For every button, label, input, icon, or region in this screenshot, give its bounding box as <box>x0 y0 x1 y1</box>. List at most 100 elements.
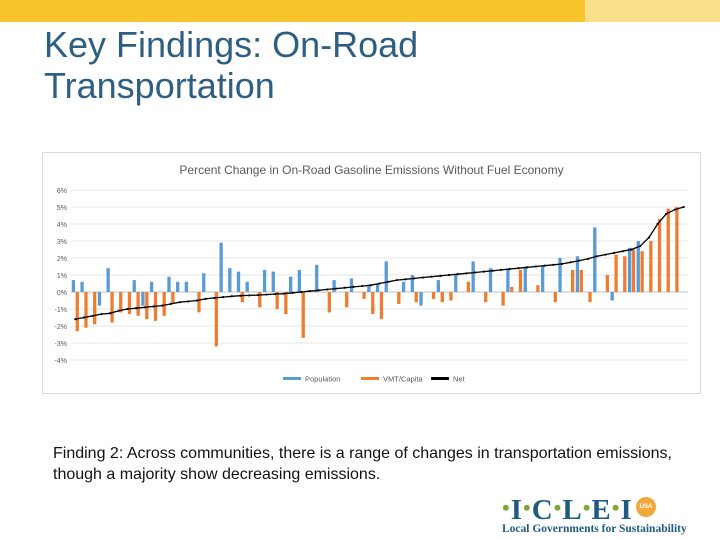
population-bar <box>271 271 275 292</box>
header-bar-accent <box>585 0 720 22</box>
net-point <box>378 282 381 285</box>
net-point <box>221 296 225 299</box>
population-bar <box>332 280 336 292</box>
y-tick-label: 5% <box>57 205 67 212</box>
net-point <box>465 272 468 275</box>
y-tick-label: -4% <box>55 358 67 365</box>
net-point <box>369 284 372 287</box>
net-point <box>152 305 155 308</box>
net-point <box>256 293 259 297</box>
population-bar <box>97 292 102 306</box>
net-point <box>526 266 529 269</box>
chart-container: Percent Change in On-Road Gasoline Emiss… <box>42 152 701 394</box>
vmt-capita-bar <box>675 207 679 292</box>
net-point <box>204 297 207 300</box>
net-point <box>74 318 77 321</box>
population-bar <box>184 281 189 292</box>
population-bar <box>219 242 223 292</box>
vmt-capita-bar <box>127 292 132 315</box>
vmt-capita-bar <box>501 292 505 306</box>
population-bar <box>106 268 110 292</box>
net-point <box>82 316 86 319</box>
population-bar <box>419 292 423 306</box>
y-tick-label: 1% <box>57 273 67 280</box>
vmt-capita-bar <box>110 292 114 323</box>
net-point <box>682 205 685 209</box>
net-point <box>586 257 590 260</box>
logo-letter: I <box>620 494 633 526</box>
logo-letter: E <box>591 494 612 526</box>
vmt-capita-bar <box>240 292 245 303</box>
y-tick-label: 6% <box>57 188 67 195</box>
vmt-capita-bar <box>623 256 627 292</box>
vmt-capita-bar <box>171 292 175 304</box>
population-bar <box>288 276 293 292</box>
net-point <box>439 274 442 277</box>
y-tick-label: -1% <box>55 307 67 314</box>
net-point <box>169 302 173 305</box>
vmt-capita-bar <box>345 292 349 308</box>
population-bar <box>488 268 493 292</box>
net-point <box>387 280 390 283</box>
net-point <box>560 262 564 266</box>
vmt-capita-bar <box>84 292 88 328</box>
legend-population-swatch <box>283 377 301 380</box>
vmt-capita-bar <box>570 269 575 292</box>
net-point <box>265 293 268 296</box>
net-point <box>195 299 199 302</box>
net-point <box>456 273 459 276</box>
net-point <box>343 286 346 289</box>
vmt-capita-bar <box>136 292 140 316</box>
net-point <box>673 208 677 211</box>
logo-letter: C <box>531 494 554 526</box>
population-bar <box>593 227 597 292</box>
vmt-capita-bar <box>536 285 540 292</box>
legend-label: Net <box>453 375 466 384</box>
vmt-capita-bar <box>93 292 97 325</box>
iclei-logo: •I•C•L•E•I USA Local Governments for Sus… <box>500 492 714 538</box>
logo-wordmark: •I•C•L•E•I <box>502 494 633 526</box>
y-tick-label: 0% <box>57 290 67 297</box>
vmt-capita-bar <box>466 281 471 292</box>
net-point <box>604 253 607 256</box>
net-point <box>334 287 338 290</box>
vmt-capita-bar <box>631 249 636 292</box>
net-point <box>395 279 398 282</box>
population-bar <box>575 256 580 292</box>
net-point <box>630 248 633 251</box>
vmt-capita-bar <box>284 292 288 315</box>
net-point <box>534 265 538 268</box>
population-bar <box>401 281 406 292</box>
net-point <box>500 268 503 271</box>
population-bar <box>132 280 136 292</box>
net-point <box>100 313 103 316</box>
legend-label: VMT/Capita <box>383 375 423 384</box>
vmt-capita-bar <box>145 292 149 320</box>
population-bar <box>202 273 206 292</box>
net-point <box>508 267 511 271</box>
net-point <box>109 312 112 315</box>
population-bar <box>167 276 171 292</box>
population-bar <box>636 241 640 292</box>
y-tick-label: 3% <box>57 239 67 246</box>
net-point <box>413 277 416 280</box>
legend-net-swatch <box>431 377 449 380</box>
net-point <box>473 271 477 274</box>
vmt-capita-bar <box>484 292 488 303</box>
population-bar <box>541 266 545 292</box>
net-point <box>143 306 146 309</box>
net-point <box>187 300 190 303</box>
vmt-capita-bar <box>649 241 653 292</box>
population-bar <box>315 264 319 292</box>
net-point <box>517 267 520 270</box>
population-bar <box>454 275 458 292</box>
vmt-capita-bar <box>397 292 401 304</box>
vmt-capita-bar <box>588 292 592 303</box>
population-bar <box>245 281 249 292</box>
legend-label: Population <box>305 375 340 384</box>
net-point <box>569 261 572 264</box>
net-point <box>491 269 494 272</box>
net-point <box>282 292 286 295</box>
vmt-capita-bar <box>640 251 644 292</box>
net-point <box>552 263 555 266</box>
